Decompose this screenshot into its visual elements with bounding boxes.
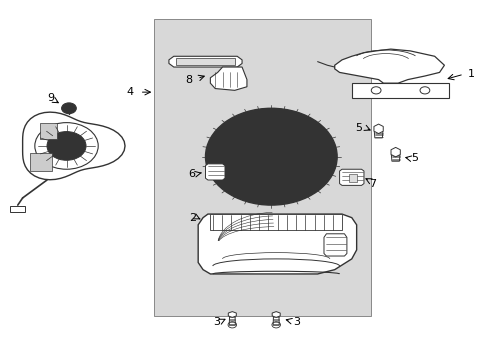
Polygon shape (273, 315, 279, 325)
Polygon shape (176, 58, 234, 65)
Polygon shape (390, 147, 400, 157)
Circle shape (47, 132, 86, 160)
Polygon shape (272, 312, 280, 318)
Polygon shape (334, 49, 444, 83)
Polygon shape (373, 132, 382, 138)
Polygon shape (40, 123, 57, 139)
Text: 5: 5 (355, 123, 362, 133)
Polygon shape (229, 315, 235, 325)
Polygon shape (228, 312, 236, 318)
Polygon shape (324, 234, 346, 256)
Polygon shape (205, 164, 224, 180)
Polygon shape (390, 155, 399, 161)
Text: 6: 6 (188, 168, 195, 179)
Polygon shape (22, 112, 125, 180)
Polygon shape (30, 153, 52, 171)
Text: 9: 9 (47, 93, 54, 103)
Polygon shape (10, 206, 25, 212)
Text: 7: 7 (368, 179, 375, 189)
Text: 3: 3 (213, 317, 220, 327)
Text: 8: 8 (184, 75, 192, 85)
Circle shape (241, 135, 300, 179)
Text: 4: 4 (126, 87, 133, 97)
Polygon shape (168, 56, 242, 67)
Circle shape (258, 147, 284, 166)
Polygon shape (373, 124, 383, 134)
Polygon shape (210, 214, 341, 230)
Circle shape (61, 103, 76, 114)
Polygon shape (210, 67, 246, 90)
Circle shape (57, 139, 76, 153)
Text: 1: 1 (467, 69, 474, 79)
Polygon shape (198, 214, 356, 274)
Polygon shape (154, 19, 370, 316)
Text: 2: 2 (188, 213, 196, 222)
Text: 3: 3 (293, 317, 300, 327)
Circle shape (205, 108, 336, 205)
Polygon shape (351, 83, 448, 98)
Polygon shape (339, 169, 363, 185)
Text: 5: 5 (410, 153, 417, 163)
Polygon shape (348, 174, 356, 182)
